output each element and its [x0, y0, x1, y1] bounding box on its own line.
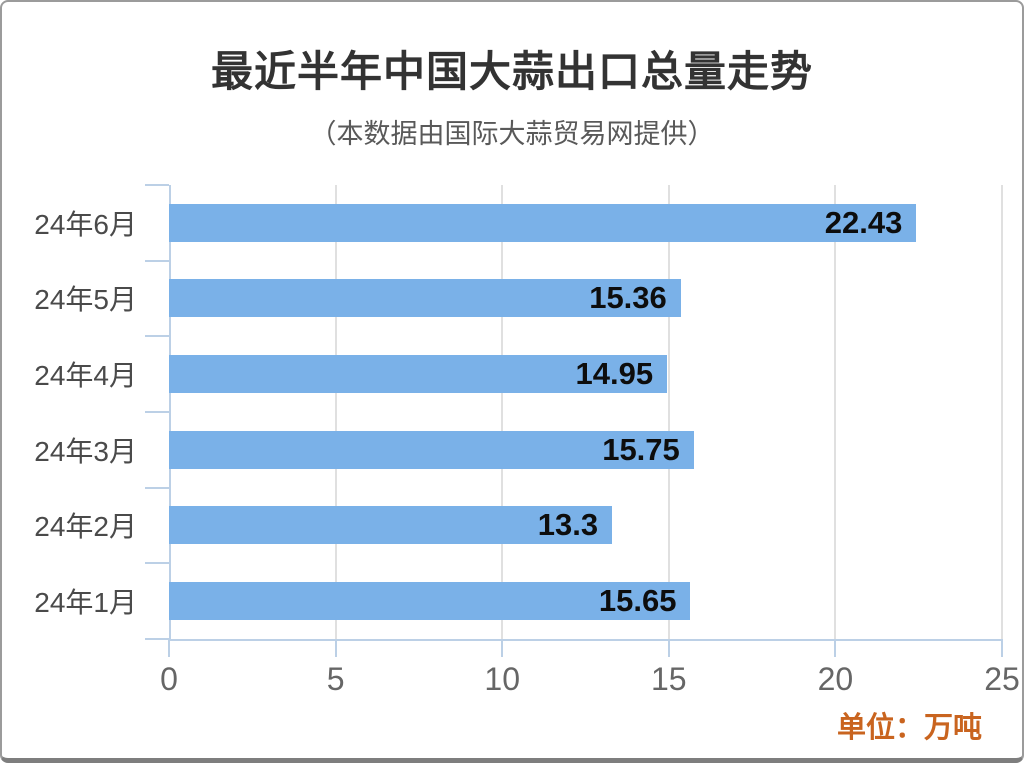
y-category-label: 24年4月 — [34, 360, 137, 392]
bar: 13.3 — [169, 506, 613, 545]
bar-value-label: 22.43 — [824, 204, 903, 240]
bar: 14.95 — [169, 355, 668, 394]
x-tick-label: 5 — [326, 661, 345, 697]
y-category-label: 24年2月 — [34, 511, 137, 543]
y-axis-tick — [145, 486, 169, 489]
x-tick-label: 0 — [160, 661, 178, 697]
gridline — [334, 185, 337, 639]
bar: 15.75 — [169, 430, 694, 469]
y-axis-line — [169, 185, 171, 639]
y-axis-tick — [145, 259, 169, 262]
y-axis-tick — [145, 335, 169, 338]
y-axis-tick — [145, 638, 169, 640]
bar-row: 24年6月 22.43 — [34, 185, 1002, 261]
plot-area: 0 5 10 15 20 25 24年6月 22.43 24年5月 15.36 24年4月 14.95… — [34, 184, 1020, 697]
bar-row: 24年1月 15.65 — [34, 563, 1002, 639]
bar-value-label: 15.75 — [602, 431, 680, 467]
bar-row: 24年5月 15.36 — [34, 261, 1002, 337]
bar-value-label: 13.3 — [537, 507, 599, 543]
bar-row: 24年4月 14.95 — [34, 336, 1002, 412]
gridline — [834, 185, 837, 639]
y-category-label: 24年5月 — [34, 284, 137, 316]
y-category-label: 24年1月 — [34, 587, 137, 619]
x-axis-line — [169, 639, 1002, 641]
bar-value-label: 14.95 — [575, 356, 654, 392]
gridline — [1001, 185, 1003, 639]
x-axis-tick — [168, 639, 170, 657]
unit-label: 单位：万吨 — [836, 712, 982, 744]
chart-title: 最近半年中国大蒜出口总量走势 — [210, 48, 813, 95]
y-category-label: 24年6月 — [34, 208, 137, 240]
y-axis-tick — [145, 184, 169, 186]
bar-value-label: 15.36 — [589, 280, 667, 316]
bar: 22.43 — [169, 203, 917, 242]
x-tick-label: 20 — [817, 661, 854, 697]
bar: 15.65 — [169, 582, 691, 621]
bar: 15.36 — [169, 279, 681, 318]
x-tick-label: 15 — [651, 661, 687, 697]
chart-subtitle: （本数据由国际大蒜贸易网提供） — [309, 119, 715, 149]
x-tick-label: 25 — [984, 661, 1020, 697]
bar-value-label: 15.65 — [598, 583, 677, 619]
bar-row: 24年3月 15.75 — [34, 412, 1002, 488]
gridline — [667, 185, 670, 639]
x-axis-tick — [501, 639, 504, 657]
x-tick-label: 10 — [484, 661, 520, 697]
gridline — [501, 185, 504, 639]
x-axis-tick — [667, 639, 670, 657]
x-axis-tick — [1001, 639, 1003, 657]
x-axis-tick — [334, 639, 337, 657]
y-axis-tick — [145, 562, 169, 565]
bar-row: 24年2月 13.3 — [34, 488, 1002, 564]
y-category-label: 24年3月 — [34, 435, 137, 467]
y-axis-tick — [145, 411, 169, 413]
x-axis-tick — [834, 639, 837, 657]
